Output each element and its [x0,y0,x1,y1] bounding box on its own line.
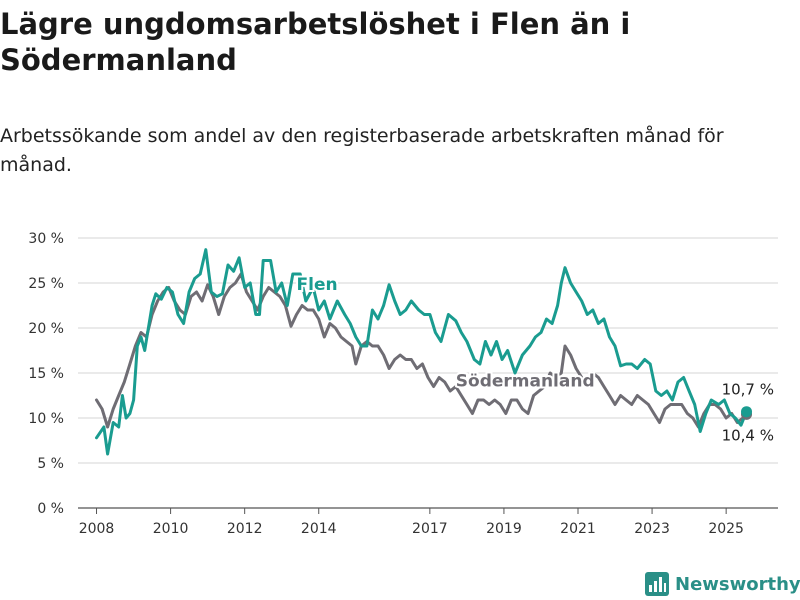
bar-chart-logo-icon [645,572,669,596]
end-value-label-flen: 10,7 % [722,381,774,399]
label-layer: Flen Södermanland 10,7 % 10,4 % [295,273,776,446]
y-tick-label: 25 % [28,276,64,292]
series-layer [95,248,753,456]
end-value-label-sodermanland: 10,4 % [722,427,774,445]
x-tick-label: 2014 [301,521,337,537]
x-tick-label: 2023 [634,521,670,537]
x-tick-label: 2012 [227,521,263,537]
x-tick-label: 2019 [486,521,522,537]
brand-name: Newsworthy [675,573,800,595]
series-label-sodermanland: Södermanland [456,372,595,392]
series-label-flen: Flen [297,275,338,295]
x-tick-label: 2008 [79,521,115,537]
x-tick-label: 2010 [153,521,189,537]
y-tick-label: 15 % [28,366,64,382]
grid-layer: 0 % 5 % 10 % 15 % 20 % 25 % 30 % [28,231,778,517]
end-point-flen [741,406,753,418]
x-axis: 2008 2010 2012 2014 2017 2019 2021 2023 2025 [79,508,744,537]
x-tick-label: 2021 [560,521,596,537]
y-tick-label: 20 % [28,321,64,337]
y-tick-label: 30 % [28,231,64,247]
page-title: Lägre ungdomsarbetslöshet i Flen än i Sö… [0,7,631,77]
x-tick-label: 2025 [708,521,744,537]
series-line-flen [95,248,748,456]
page-subtitle: Arbetssökande som andel av den registerb… [0,125,724,176]
x-tick-label: 2017 [412,521,448,537]
y-tick-label: 0 % [37,501,64,517]
y-tick-label: 5 % [37,456,64,472]
y-tick-label: 10 % [28,411,64,427]
series-line-sodermanland [95,272,748,429]
brand-logo: Newsworthy [645,568,800,600]
